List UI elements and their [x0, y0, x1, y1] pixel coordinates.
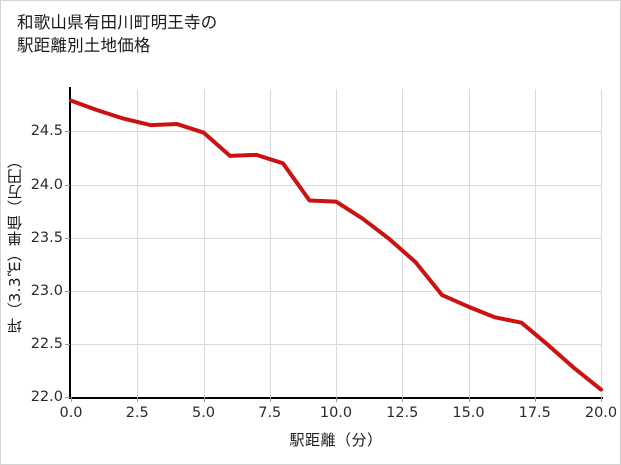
y-tick-label: 24.0 — [30, 176, 63, 193]
series-polyline — [69, 98, 603, 392]
x-tick-label: 5.0 — [191, 405, 216, 421]
x-tick-mark — [336, 397, 337, 402]
gridline-vertical — [336, 89, 337, 397]
x-tick-mark — [402, 397, 404, 402]
plot-area: 22.0 22.5 23.0 23.5 24.0 24.5 0.0 2.5 5.0 7.5 10.0… — [31, 87, 617, 421]
y-tick-label: 22.0 — [30, 389, 63, 405]
gridline-vertical — [203, 89, 205, 397]
y-axis-title: 坪（3.3㎡）単価（万円） — [3, 89, 25, 397]
y-tick-mark — [65, 343, 70, 345]
y-axis-line — [69, 87, 71, 399]
x-tick-label: 0.0 — [59, 405, 83, 421]
x-tick-mark — [137, 397, 139, 402]
x-tick-label: 10.0 — [319, 405, 353, 421]
y-tick-mark — [65, 131, 70, 133]
y-tick-mark — [65, 397, 70, 398]
gridline-vertical — [468, 89, 470, 397]
y-tick-mark — [65, 237, 70, 239]
x-tick-mark — [468, 397, 470, 402]
x-axis-title: 駅距離（分） — [289, 431, 383, 449]
y-tick-mark — [65, 184, 70, 186]
x-tick-mark — [269, 397, 271, 402]
y-tick-label: 22.5 — [30, 335, 63, 352]
page-title: 和歌山県有田川町明王寺の 駅距離別土地価格 — [17, 13, 218, 56]
x-tick-label: 12.5 — [386, 405, 419, 421]
x-tick-label: 17.5 — [518, 405, 551, 421]
gridline-vertical — [402, 89, 404, 397]
x-tick-label: 2.5 — [125, 405, 149, 421]
x-tick-label: 20.0 — [584, 405, 618, 421]
y-axis-title-text: 坪（3.3㎡）単価（万円） — [5, 152, 24, 334]
x-tick-mark — [203, 397, 205, 402]
y-tick-label: 23.0 — [30, 282, 63, 299]
y-tick-label: 23.5 — [30, 229, 63, 246]
x-tick-label: 7.5 — [258, 405, 282, 421]
x-tick-mark — [601, 397, 602, 402]
gridline-vertical — [137, 89, 139, 397]
gridline-vertical — [534, 89, 536, 397]
x-tick-label: 15.0 — [452, 405, 485, 421]
x-tick-mark — [534, 397, 536, 402]
plot-gridlines — [71, 89, 602, 398]
gridline-vertical — [269, 89, 271, 397]
y-tick-label: 24.5 — [30, 123, 63, 140]
gridline-vertical — [601, 89, 602, 397]
y-tick-mark — [65, 290, 70, 292]
x-tick-mark — [71, 397, 72, 402]
line-series — [69, 98, 603, 392]
